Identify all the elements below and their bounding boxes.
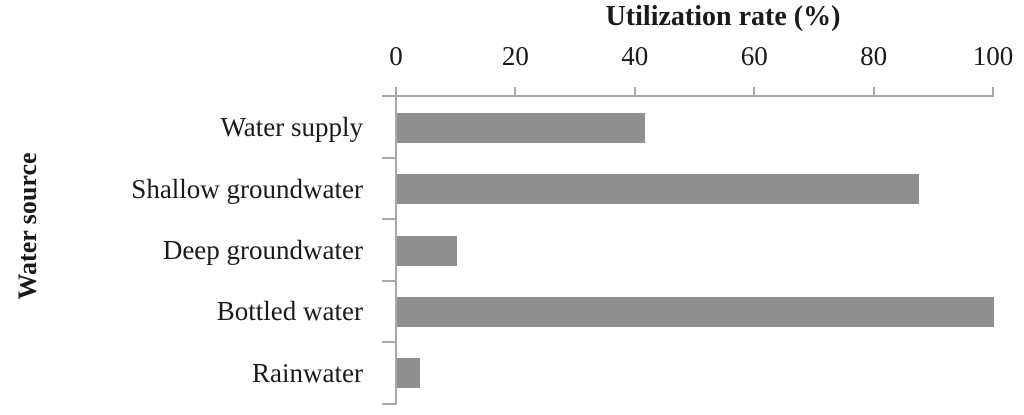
x-axis-tick-labels: 0 20 40 60 80 100: [389, 40, 1013, 72]
y-tick-mark: [382, 341, 396, 344]
category-label: Water supply: [220, 112, 363, 143]
y-tick-mark: [382, 403, 396, 405]
category-label: Bottled water: [216, 296, 363, 327]
y-tick-mark: [382, 218, 396, 221]
x-tick-label: 40: [621, 41, 649, 71]
x-tick-mark: [992, 87, 994, 97]
bar-row: [397, 97, 994, 158]
bar: [397, 296, 994, 327]
x-tick-mark: [753, 87, 756, 97]
category-label: Deep groundwater: [162, 235, 363, 266]
bar: [397, 358, 420, 389]
x-tick-label: 0: [389, 41, 403, 71]
x-tick-mark: [514, 87, 517, 97]
y-tick-mark: [382, 95, 396, 97]
x-tick-mark: [872, 87, 875, 97]
y-tick-mark: [382, 156, 396, 159]
x-tick-label: 100: [972, 41, 1014, 71]
x-tick-mark: [633, 87, 636, 97]
bar: [397, 174, 920, 205]
chart-title: Utilization rate (%): [605, 1, 841, 32]
category-label: Shallow groundwater: [131, 173, 363, 204]
category-label: Rainwater: [252, 357, 363, 388]
bars-plot-area: [397, 97, 994, 404]
x-tick-label: 80: [860, 41, 888, 71]
bar-row: [397, 158, 994, 219]
bar-row: [397, 220, 994, 281]
bar: [397, 112, 645, 143]
category-labels: Water supply Shallow groundwater Deep grou…: [0, 97, 396, 404]
x-tick-label: 60: [740, 41, 768, 71]
x-axis-line: [382, 95, 993, 97]
x-tick-label: 20: [501, 41, 529, 71]
bar: [397, 235, 457, 266]
y-axis-line: [395, 87, 397, 405]
bar-row: [397, 343, 994, 404]
bar-row: [397, 281, 994, 342]
y-tick-mark: [382, 279, 396, 282]
y-axis-tick-marks: [382, 95, 396, 405]
